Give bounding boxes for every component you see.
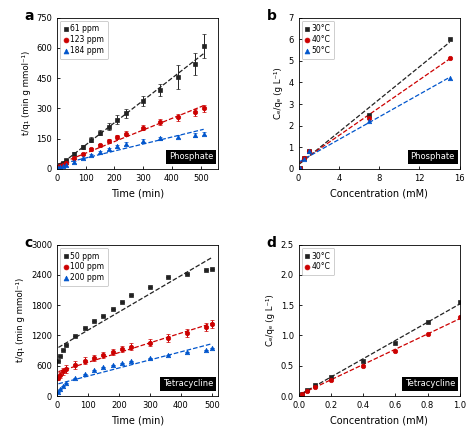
Text: Tetracycline: Tetracycline [163,379,213,389]
Legend: 30°C, 40°C: 30°C, 40°C [301,248,334,275]
Y-axis label: t/q₁ (min g mmol⁻¹): t/q₁ (min g mmol⁻¹) [22,51,31,136]
Text: d: d [266,235,276,249]
Y-axis label: Cₑ/qₑ (g L⁻¹): Cₑ/qₑ (g L⁻¹) [266,294,275,346]
X-axis label: Concentration (mM): Concentration (mM) [330,415,428,425]
Y-axis label: t/q₁ (min g mmol⁻¹): t/q₁ (min g mmol⁻¹) [16,278,25,363]
Text: a: a [25,8,34,22]
Legend: 50 ppm, 100 ppm, 200 ppm: 50 ppm, 100 ppm, 200 ppm [60,248,108,286]
X-axis label: Time (min): Time (min) [111,188,164,198]
Text: Phosphate: Phosphate [169,152,213,161]
Legend: 61 ppm, 123 ppm, 184 ppm: 61 ppm, 123 ppm, 184 ppm [60,21,108,59]
Legend: 30°C, 40°C, 50°C: 30°C, 40°C, 50°C [301,21,334,59]
Text: c: c [25,235,33,249]
Text: Tetracycline: Tetracycline [405,379,455,389]
Text: b: b [266,8,276,22]
X-axis label: Concentration (mM): Concentration (mM) [330,188,428,198]
Text: Phosphate: Phosphate [410,152,455,161]
Y-axis label: Cₑ/qₑ (g L⁻¹): Cₑ/qₑ (g L⁻¹) [274,67,283,119]
X-axis label: Time (min): Time (min) [111,415,164,425]
